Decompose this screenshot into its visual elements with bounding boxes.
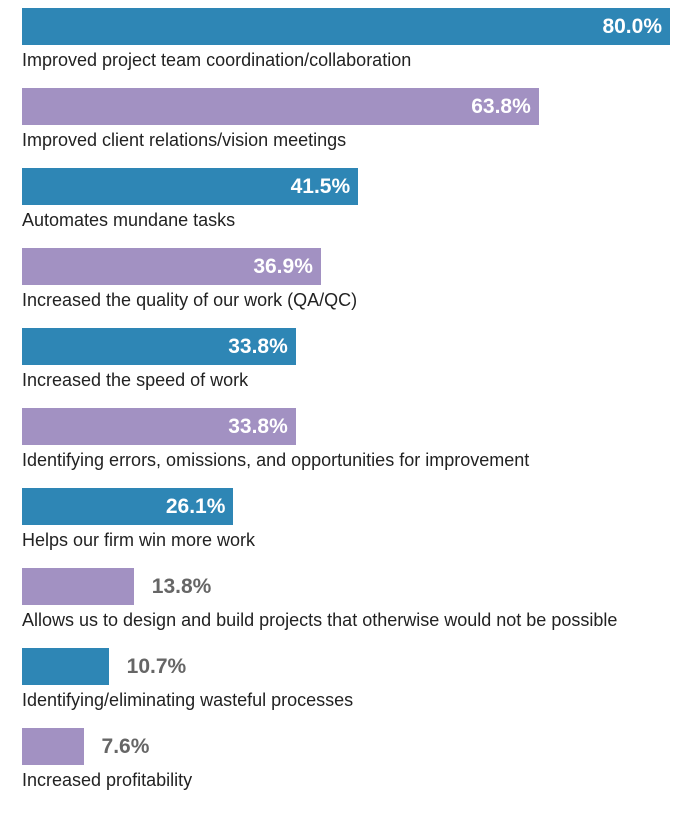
bar-row: 13.8% Allows us to design and build proje… (22, 568, 660, 631)
bar: 26.1% (22, 488, 234, 525)
bar-line: 33.8% (22, 328, 660, 365)
category-label: Helps our firm win more work (22, 530, 256, 550)
value-label: 13.8% (151, 574, 212, 598)
bar-line: 33.8% (22, 408, 660, 445)
bar-line: 13.8% (22, 568, 660, 605)
bar-line: 63.8% (22, 88, 660, 125)
value-label: 33.8% (228, 334, 288, 358)
category-label: Increased the quality of our work (QA/QC… (22, 290, 358, 310)
bar (22, 648, 109, 685)
value-label: 10.7% (126, 654, 187, 678)
category-label: Improved project team coordination/colla… (22, 50, 412, 70)
bar: 36.9% (22, 248, 321, 285)
category-label: Identifying errors, omissions, and oppor… (22, 450, 530, 470)
bar (22, 568, 134, 605)
bar (22, 728, 84, 765)
bar: 80.0% (22, 8, 670, 45)
value-label: 33.8% (228, 414, 288, 438)
bar-row: 10.7% Identifying/eliminating wasteful pr… (22, 648, 660, 711)
bar-line: 26.1% (22, 488, 660, 525)
category-label: Identifying/eliminating wasteful process… (22, 690, 354, 710)
category-label: Allows us to design and build projects t… (22, 610, 618, 630)
bar: 33.8% (22, 328, 296, 365)
bar-row: 26.1% Helps our firm win more work (22, 488, 660, 551)
bar-row: 33.8% Increased the speed of work (22, 328, 660, 391)
category-label: Automates mundane tasks (22, 210, 236, 230)
bar: 41.5% (22, 168, 359, 205)
value-label: 63.8% (471, 94, 531, 118)
chart: 80.0% Improved project team coordination/… (22, 8, 670, 791)
bar-row: 41.5% Automates mundane tasks (22, 168, 660, 231)
category-label: Increased profitability (22, 770, 193, 790)
value-label: 7.6% (101, 734, 150, 758)
bar-row: 36.9% Increased the quality of our work (… (22, 248, 660, 311)
bar-row: 63.8% Improved client relations/vision me… (22, 88, 660, 151)
bar: 33.8% (22, 408, 296, 445)
bar-row: 80.0% Improved project team coordination/… (22, 8, 670, 71)
value-label: 36.9% (253, 254, 313, 278)
bar-line: 7.6% (22, 728, 660, 765)
category-label: Improved client relations/vision meeting… (22, 130, 347, 150)
bar-line: 41.5% (22, 168, 660, 205)
bar: 63.8% (22, 88, 539, 125)
bar-line: 80.0% (22, 8, 670, 45)
bar-line: 36.9% (22, 248, 660, 285)
bar-line: 10.7% (22, 648, 660, 685)
value-label: 26.1% (165, 494, 226, 518)
category-label: Increased the speed of work (22, 370, 249, 390)
value-label: 41.5% (290, 174, 351, 198)
bar-row: 7.6% Increased profitability (22, 728, 660, 791)
value-label: 80.0% (602, 14, 662, 38)
bar-row: 33.8% Identifying errors, omissions, and … (22, 408, 660, 471)
